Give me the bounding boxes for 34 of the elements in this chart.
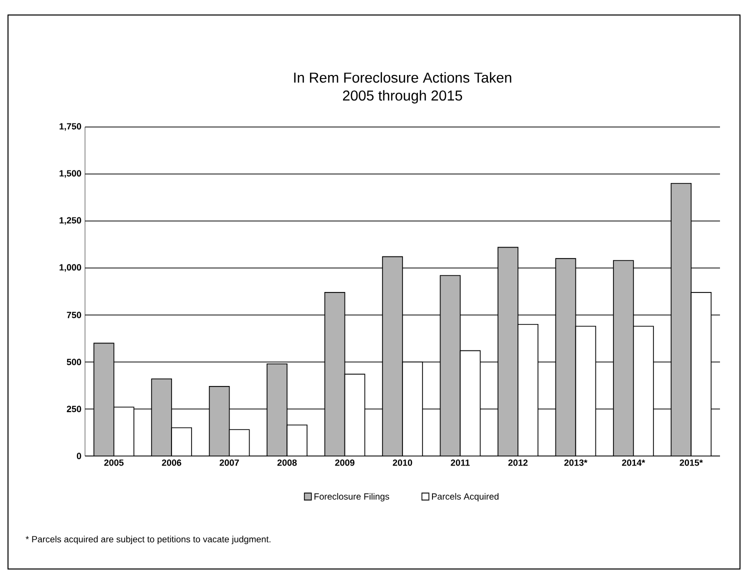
bar (613, 260, 634, 456)
x-tick-label: 2010 (392, 460, 412, 466)
x-tick-label: 2009 (335, 460, 354, 466)
x-tick-label: 2006 (162, 460, 182, 466)
bar (555, 258, 576, 456)
x-tick-label: 2015* (680, 460, 703, 466)
x-tick-label: 2008 (277, 460, 297, 466)
bar (93, 342, 114, 456)
legend-label: Foreclosure Filings (314, 493, 390, 502)
y-tick-label: 750 (66, 312, 82, 318)
y-tick-label: 1,500 (60, 170, 82, 178)
y-tick-label: 0 (76, 452, 82, 460)
bar (151, 378, 172, 456)
y-tick-label: 1,750 (60, 123, 82, 131)
y-tick-label: 1,000 (60, 264, 82, 272)
bar (498, 246, 518, 456)
x-tick-label: 2014* (622, 460, 646, 466)
x-tick-label: 2012 (508, 460, 528, 466)
bar (208, 386, 230, 456)
bar (440, 275, 461, 456)
bar (324, 292, 346, 456)
x-tick-label: 2005 (104, 460, 124, 466)
x-tick-label: 2007 (220, 460, 239, 466)
x-tick-label: 2013* (564, 460, 588, 466)
x-tick-label: 2011 (450, 460, 470, 466)
bar (670, 182, 692, 456)
y-tick-label: 500 (66, 358, 82, 366)
bar (266, 363, 288, 456)
y-tick-label: 1,250 (60, 217, 82, 225)
legend-label: Parcels Acquired (432, 493, 498, 502)
text: * Parcels acquired are subject to petitions to vacate judgment. (26, 536, 270, 544)
chart-title: In Rem Foreclosure Actions Taken 2005 through 2015 (294, 72, 512, 104)
bar (382, 256, 403, 456)
y-tick-label: 250 (66, 406, 82, 412)
